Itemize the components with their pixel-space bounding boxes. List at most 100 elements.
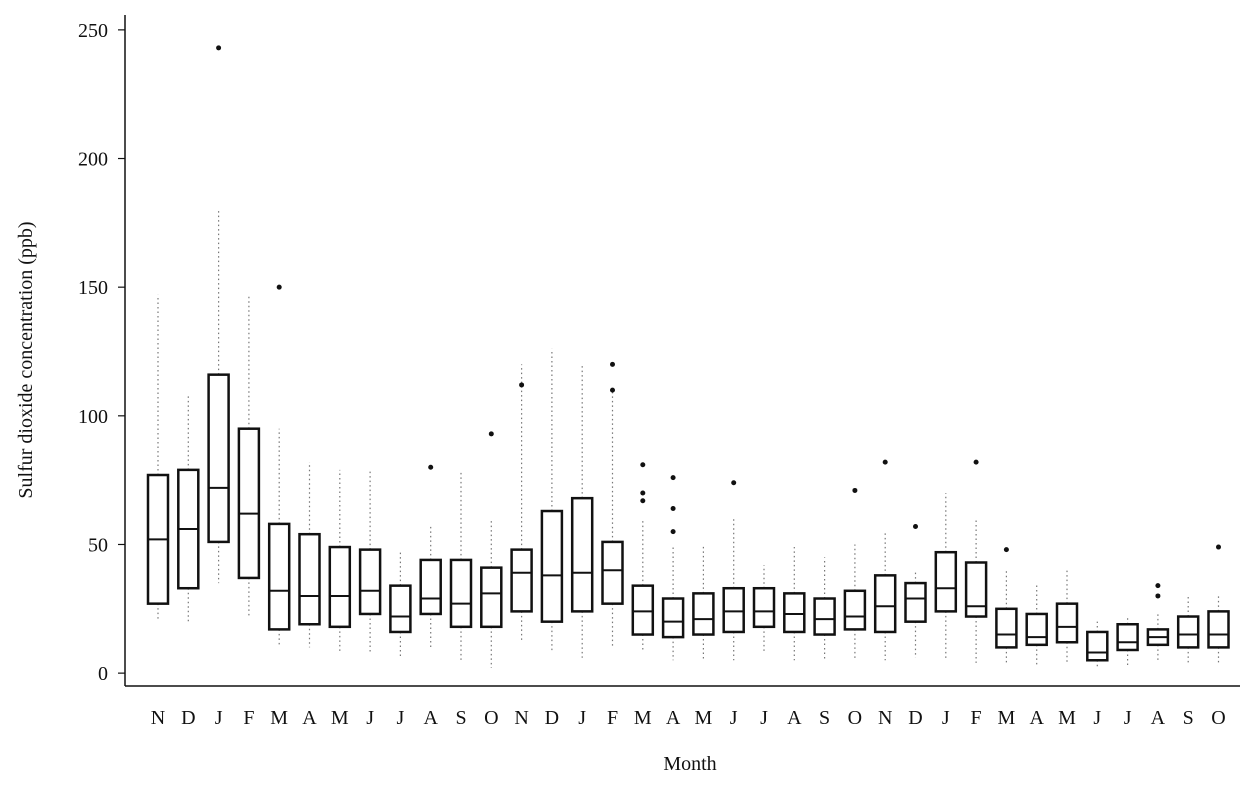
outlier	[973, 459, 979, 465]
x-tick-label: M	[270, 707, 288, 729]
outlier	[913, 523, 918, 529]
box	[570, 496, 594, 613]
outlier	[1003, 547, 1009, 553]
x-tick-label: M	[1058, 707, 1076, 729]
x-tick-label: J	[215, 707, 223, 729]
box	[752, 586, 776, 629]
x-tick-label: N	[514, 707, 528, 729]
outlier	[882, 459, 888, 465]
box	[843, 589, 867, 631]
box	[1055, 602, 1079, 644]
box	[601, 540, 624, 605]
x-tick-label: A	[423, 707, 438, 729]
x-tick-label: A	[666, 707, 681, 729]
x-tick-label: J	[1124, 707, 1132, 729]
box	[964, 561, 988, 618]
outlier	[428, 464, 434, 470]
y-tick-label: 100	[78, 406, 108, 428]
box	[873, 574, 897, 634]
x-tick-label: J	[366, 707, 374, 729]
y-tick-label: 200	[78, 149, 108, 171]
x-tick-label: J	[760, 707, 768, 729]
x-tick-label: D	[908, 707, 922, 729]
box	[389, 584, 412, 634]
outlier	[852, 487, 858, 493]
x-axis-label: Month	[663, 753, 716, 775]
outlier	[216, 45, 222, 51]
x-tick-label: S	[819, 707, 830, 729]
y-tick-label: 50	[88, 534, 108, 556]
x-tick-label: N	[878, 707, 892, 729]
box	[934, 550, 958, 613]
box	[267, 522, 291, 631]
box	[661, 597, 685, 639]
box	[783, 592, 806, 634]
box	[449, 558, 473, 629]
box	[237, 427, 261, 580]
y-tick-label: 250	[78, 20, 108, 42]
y-tick-label: 0	[98, 663, 108, 685]
box	[480, 566, 503, 629]
x-tick-label: O	[1211, 707, 1225, 729]
outlier	[276, 284, 282, 290]
outlier	[670, 475, 676, 481]
y-tick-label: 150	[78, 277, 108, 299]
outlier	[640, 490, 646, 496]
outlier	[640, 498, 646, 504]
box	[298, 532, 321, 626]
box	[540, 509, 564, 623]
x-tick-label: M	[998, 707, 1016, 729]
x-tick-label: O	[848, 707, 862, 729]
x-tick-label: O	[484, 707, 498, 729]
box	[722, 586, 745, 634]
x-tick-label: F	[243, 707, 254, 729]
box	[1207, 610, 1230, 649]
outlier	[670, 505, 676, 511]
x-tick-label: N	[151, 707, 165, 729]
box	[510, 548, 533, 613]
outlier	[1155, 583, 1161, 589]
outlier	[519, 382, 525, 388]
x-tick-label: F	[971, 707, 982, 729]
outlier	[1216, 544, 1221, 550]
x-tick-label: J	[942, 707, 950, 729]
x-tick-label: D	[181, 707, 195, 729]
box	[1025, 612, 1048, 647]
box	[1086, 630, 1109, 662]
x-tick-label: A	[1029, 707, 1044, 729]
x-tick-label: M	[695, 707, 713, 729]
box	[328, 545, 352, 629]
y-axis-label: Sulfur dioxide concentration (ppb)	[15, 221, 37, 498]
box	[358, 548, 382, 616]
outlier	[670, 529, 676, 535]
outlier	[1155, 593, 1161, 599]
x-tick-label: F	[607, 707, 618, 729]
box	[692, 592, 715, 636]
x-tick-label: S	[455, 707, 466, 729]
x-tick-label: J	[730, 707, 738, 729]
x-tick-label: D	[545, 707, 559, 729]
box	[904, 581, 927, 623]
x-tick-label: M	[331, 707, 349, 729]
x-tick-label: A	[787, 707, 802, 729]
box	[813, 597, 836, 636]
box	[995, 607, 1018, 649]
box	[207, 373, 230, 544]
x-tick-label: S	[1183, 707, 1194, 729]
x-tick-label: J	[578, 707, 586, 729]
outlier	[731, 480, 737, 486]
x-tick-label: J	[397, 707, 405, 729]
outlier	[640, 462, 646, 468]
x-tick-label: A	[302, 707, 317, 729]
x-tick-label: M	[634, 707, 652, 729]
outlier	[610, 361, 615, 367]
x-tick-label: A	[1151, 707, 1166, 729]
box	[419, 558, 442, 616]
outlier	[488, 431, 494, 437]
x-tick-label: J	[1093, 707, 1101, 729]
box	[631, 584, 655, 636]
outlier	[610, 387, 615, 393]
box	[1176, 615, 1200, 649]
box	[1116, 622, 1139, 652]
